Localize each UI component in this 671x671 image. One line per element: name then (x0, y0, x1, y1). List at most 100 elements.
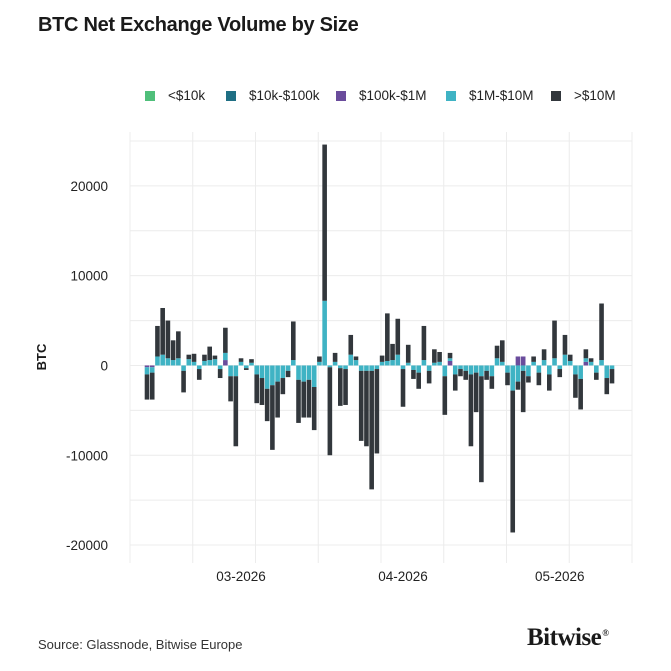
bar-segment (484, 365, 489, 371)
bar-segment (322, 300, 327, 366)
y-tick-label: 0 (100, 358, 108, 373)
bar-segment (228, 376, 233, 402)
bar-segment (588, 361, 594, 366)
bar-segment (426, 370, 432, 384)
bar-segment (176, 331, 181, 359)
bar-segment (609, 369, 615, 384)
bar-segment (458, 365, 463, 370)
bar-segment (578, 378, 583, 410)
bar-segment (311, 365, 317, 388)
bar-segment (270, 365, 275, 386)
bar-segment (343, 369, 348, 405)
bar-segment (479, 376, 484, 483)
bar-segment (149, 365, 155, 368)
bar-segment (463, 365, 469, 371)
bar-segment (526, 365, 531, 377)
bar-segment (149, 372, 155, 400)
bar-segment (604, 378, 610, 395)
bar-segment (348, 334, 354, 355)
bar-segment (510, 365, 516, 391)
bar-segment (290, 321, 296, 361)
bar-segment (186, 359, 192, 366)
bar-segment (364, 370, 369, 447)
legend-swatch (145, 90, 155, 101)
legend-swatch (226, 90, 236, 101)
bar-segment (243, 368, 249, 370)
chart-legend: <$10k $10k-$100k $100k-$1M $1M-$10M >$10… (0, 88, 671, 108)
bar-segment (233, 365, 239, 377)
bar-segment (311, 387, 317, 431)
bar-segment (144, 365, 150, 368)
bar-segment (536, 372, 542, 386)
bar-segment (557, 369, 563, 378)
bar-segment (385, 360, 390, 366)
bar-segment (217, 365, 223, 370)
bar-segment (207, 346, 212, 361)
bar-segment (353, 360, 359, 366)
bar-segment (557, 365, 563, 370)
bar-segment (426, 365, 432, 371)
bar-segment (202, 354, 207, 361)
bar-segment (604, 365, 610, 379)
bar-segment (499, 361, 505, 366)
bar-segment (547, 374, 552, 391)
bar-segment (452, 365, 458, 375)
chart-plot: 20000 10000 0 -10000 -20000 03-2026 04-2026 05… (34, 132, 633, 584)
bar-segment (405, 362, 411, 366)
bar-segment (191, 361, 197, 366)
bar-segment (170, 360, 176, 366)
bar-segment (468, 374, 474, 447)
bar-segment (400, 369, 406, 407)
bar-segment (505, 365, 510, 373)
x-tick-label: 04-2026 (378, 569, 428, 584)
bar-segment (609, 365, 615, 370)
legend-swatch (446, 90, 456, 101)
bar-segment (301, 365, 307, 382)
bar-segment (270, 385, 275, 450)
bar-segment (264, 365, 270, 389)
legend-swatch (336, 90, 346, 101)
bar-segment (238, 361, 244, 366)
bar-segment (149, 367, 155, 373)
bar-segment (296, 379, 301, 423)
bar-segment (421, 360, 427, 366)
chart-grid (129, 132, 633, 563)
bar-segment (515, 356, 521, 366)
bar-segment (541, 360, 547, 366)
bar-segment (186, 354, 192, 360)
bar-segment (155, 325, 160, 357)
bar-segment (588, 358, 594, 362)
bar-segment (343, 365, 348, 370)
bar-segment (473, 372, 479, 413)
bar-segment (348, 354, 354, 366)
bar-segment (170, 340, 176, 361)
bar-segment (583, 361, 589, 366)
bar-segment (338, 365, 343, 369)
bar-segment (499, 340, 505, 362)
legend-label: $10k-$100k (249, 88, 320, 103)
bar-segment (411, 365, 416, 370)
bar-segment (155, 356, 160, 366)
bar-segment (228, 365, 233, 377)
bar-segment (249, 362, 254, 366)
bar-segment (432, 349, 437, 363)
bar-segment (364, 365, 369, 371)
bar-segment (473, 365, 479, 373)
legend-label: $1M-$10M (469, 88, 534, 103)
bar-segment (322, 144, 327, 301)
bar-segment (578, 365, 583, 379)
bar-segment (306, 365, 312, 380)
bar-segment (520, 356, 526, 366)
bar-segment (405, 344, 411, 363)
legend-item-lt10k: <$10k (145, 88, 205, 103)
bar-segment (432, 362, 437, 366)
bar-segment (479, 365, 484, 377)
bar-segment (327, 367, 333, 456)
bar-segment (275, 381, 280, 418)
bar-segment (327, 365, 333, 368)
bar-segment (484, 370, 489, 380)
bar-segment (494, 345, 500, 359)
registered-mark: ® (602, 627, 609, 638)
bar-segment (202, 360, 207, 366)
bar-segment (264, 388, 270, 422)
